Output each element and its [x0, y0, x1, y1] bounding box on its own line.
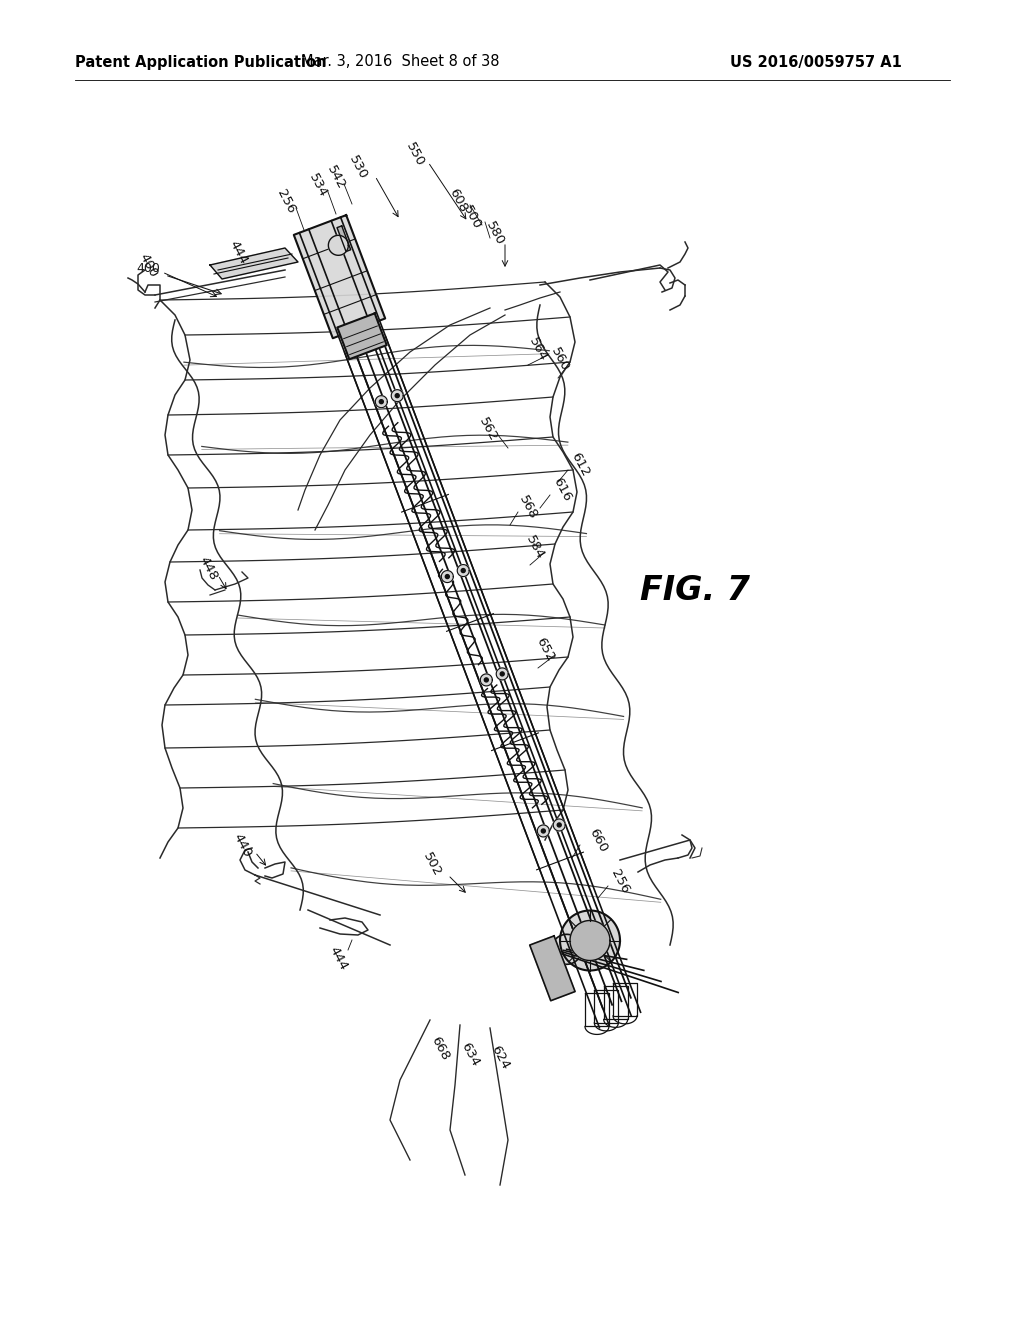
- Text: 580: 580: [483, 220, 507, 248]
- Text: 444: 444: [226, 238, 250, 267]
- Polygon shape: [480, 675, 493, 686]
- Text: 542: 542: [325, 164, 348, 193]
- Text: 668: 668: [428, 1034, 452, 1063]
- Text: 634: 634: [459, 1040, 481, 1069]
- Text: 612: 612: [568, 450, 592, 479]
- Polygon shape: [542, 829, 546, 833]
- Text: 624: 624: [488, 1044, 512, 1072]
- Text: FIG. 7: FIG. 7: [640, 573, 750, 606]
- Text: 550: 550: [403, 141, 427, 169]
- Text: Patent Application Publication: Patent Application Publication: [75, 54, 327, 70]
- Polygon shape: [379, 400, 383, 404]
- Polygon shape: [560, 911, 620, 970]
- Polygon shape: [376, 396, 387, 408]
- Text: 608: 608: [446, 186, 470, 214]
- Polygon shape: [538, 825, 549, 837]
- Text: 584: 584: [523, 533, 547, 562]
- Polygon shape: [461, 569, 465, 573]
- Polygon shape: [501, 672, 504, 676]
- Text: 568: 568: [516, 494, 540, 523]
- Text: 500: 500: [461, 203, 483, 232]
- Polygon shape: [570, 920, 610, 961]
- Polygon shape: [445, 574, 450, 578]
- Text: 256: 256: [274, 187, 298, 216]
- Polygon shape: [441, 570, 454, 582]
- Polygon shape: [337, 313, 387, 359]
- Polygon shape: [484, 678, 488, 682]
- Polygon shape: [210, 248, 298, 279]
- Polygon shape: [497, 668, 508, 680]
- Polygon shape: [552, 935, 582, 965]
- Text: 400: 400: [136, 261, 160, 275]
- Text: 440: 440: [230, 830, 254, 859]
- Polygon shape: [553, 818, 565, 832]
- Text: Mar. 3, 2016  Sheet 8 of 38: Mar. 3, 2016 Sheet 8 of 38: [301, 54, 500, 70]
- Text: 530: 530: [346, 153, 370, 182]
- Text: 560: 560: [548, 346, 571, 374]
- Text: 616: 616: [550, 475, 573, 504]
- Polygon shape: [329, 235, 348, 255]
- Text: US 2016/0059757 A1: US 2016/0059757 A1: [730, 54, 902, 70]
- Polygon shape: [337, 226, 350, 252]
- Text: 534: 534: [306, 172, 330, 201]
- Polygon shape: [395, 393, 399, 397]
- Polygon shape: [557, 822, 561, 826]
- Text: 562: 562: [476, 416, 500, 445]
- Text: 652: 652: [534, 636, 557, 664]
- Polygon shape: [294, 215, 385, 338]
- Text: 444: 444: [327, 944, 349, 972]
- Text: 256: 256: [608, 867, 632, 896]
- Text: 400: 400: [136, 251, 160, 279]
- Text: 564: 564: [526, 335, 550, 364]
- Text: 660: 660: [587, 826, 609, 854]
- Polygon shape: [458, 565, 469, 577]
- Polygon shape: [391, 389, 403, 401]
- Text: 502: 502: [420, 851, 443, 879]
- Polygon shape: [529, 936, 575, 1001]
- Text: 448: 448: [197, 554, 219, 582]
